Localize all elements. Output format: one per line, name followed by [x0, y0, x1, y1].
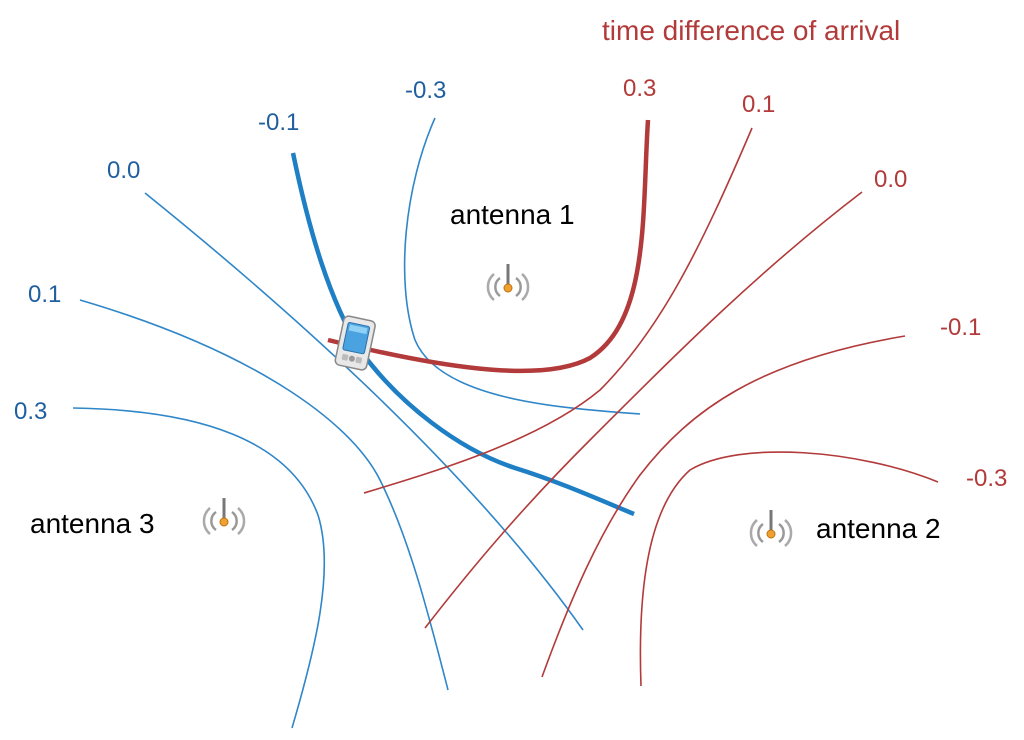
blue-label-0-0: 0.0	[107, 157, 140, 184]
antenna-2-signal-icon	[749, 510, 793, 547]
antenna-1-label: antenna 1	[450, 199, 575, 230]
red-curve-0-0	[424, 191, 863, 629]
red-label-0-0: 0.0	[874, 166, 907, 193]
antenna-2-label: antenna 2	[816, 513, 941, 544]
blue-label-minus-0-3: -0.3	[405, 77, 446, 104]
blue-curve-0-0	[144, 192, 584, 631]
red-curve-minus-0-3	[639, 451, 939, 687]
blue-curve-minus-0-1	[290, 152, 635, 517]
red-label-minus-0-3: -0.3	[966, 465, 1007, 492]
red-label-0-3: 0.3	[623, 75, 656, 102]
red-label-0-1: 0.1	[742, 91, 775, 118]
red-label-minus-0-1: -0.1	[940, 314, 981, 341]
red-curve-0-1	[363, 127, 753, 494]
diagram-title: time difference of arrival	[602, 15, 900, 46]
blue-label-minus-0-1: -0.1	[258, 109, 299, 136]
antenna-1-signal-icon	[486, 264, 530, 301]
antenna-3-label: antenna 3	[30, 508, 155, 539]
red-curve-minus-0-1	[541, 335, 906, 678]
blue-label-0-3: 0.3	[14, 398, 47, 425]
red-curve-0-3	[327, 119, 651, 374]
mobile-device-icon	[334, 315, 376, 371]
blue-curve-minus-0-3	[403, 117, 641, 415]
blue-curve-0-1	[79, 299, 449, 691]
blue-curve-0-3	[72, 407, 326, 729]
antenna-3-signal-icon	[202, 498, 246, 535]
blue-label-0-1: 0.1	[28, 281, 61, 308]
